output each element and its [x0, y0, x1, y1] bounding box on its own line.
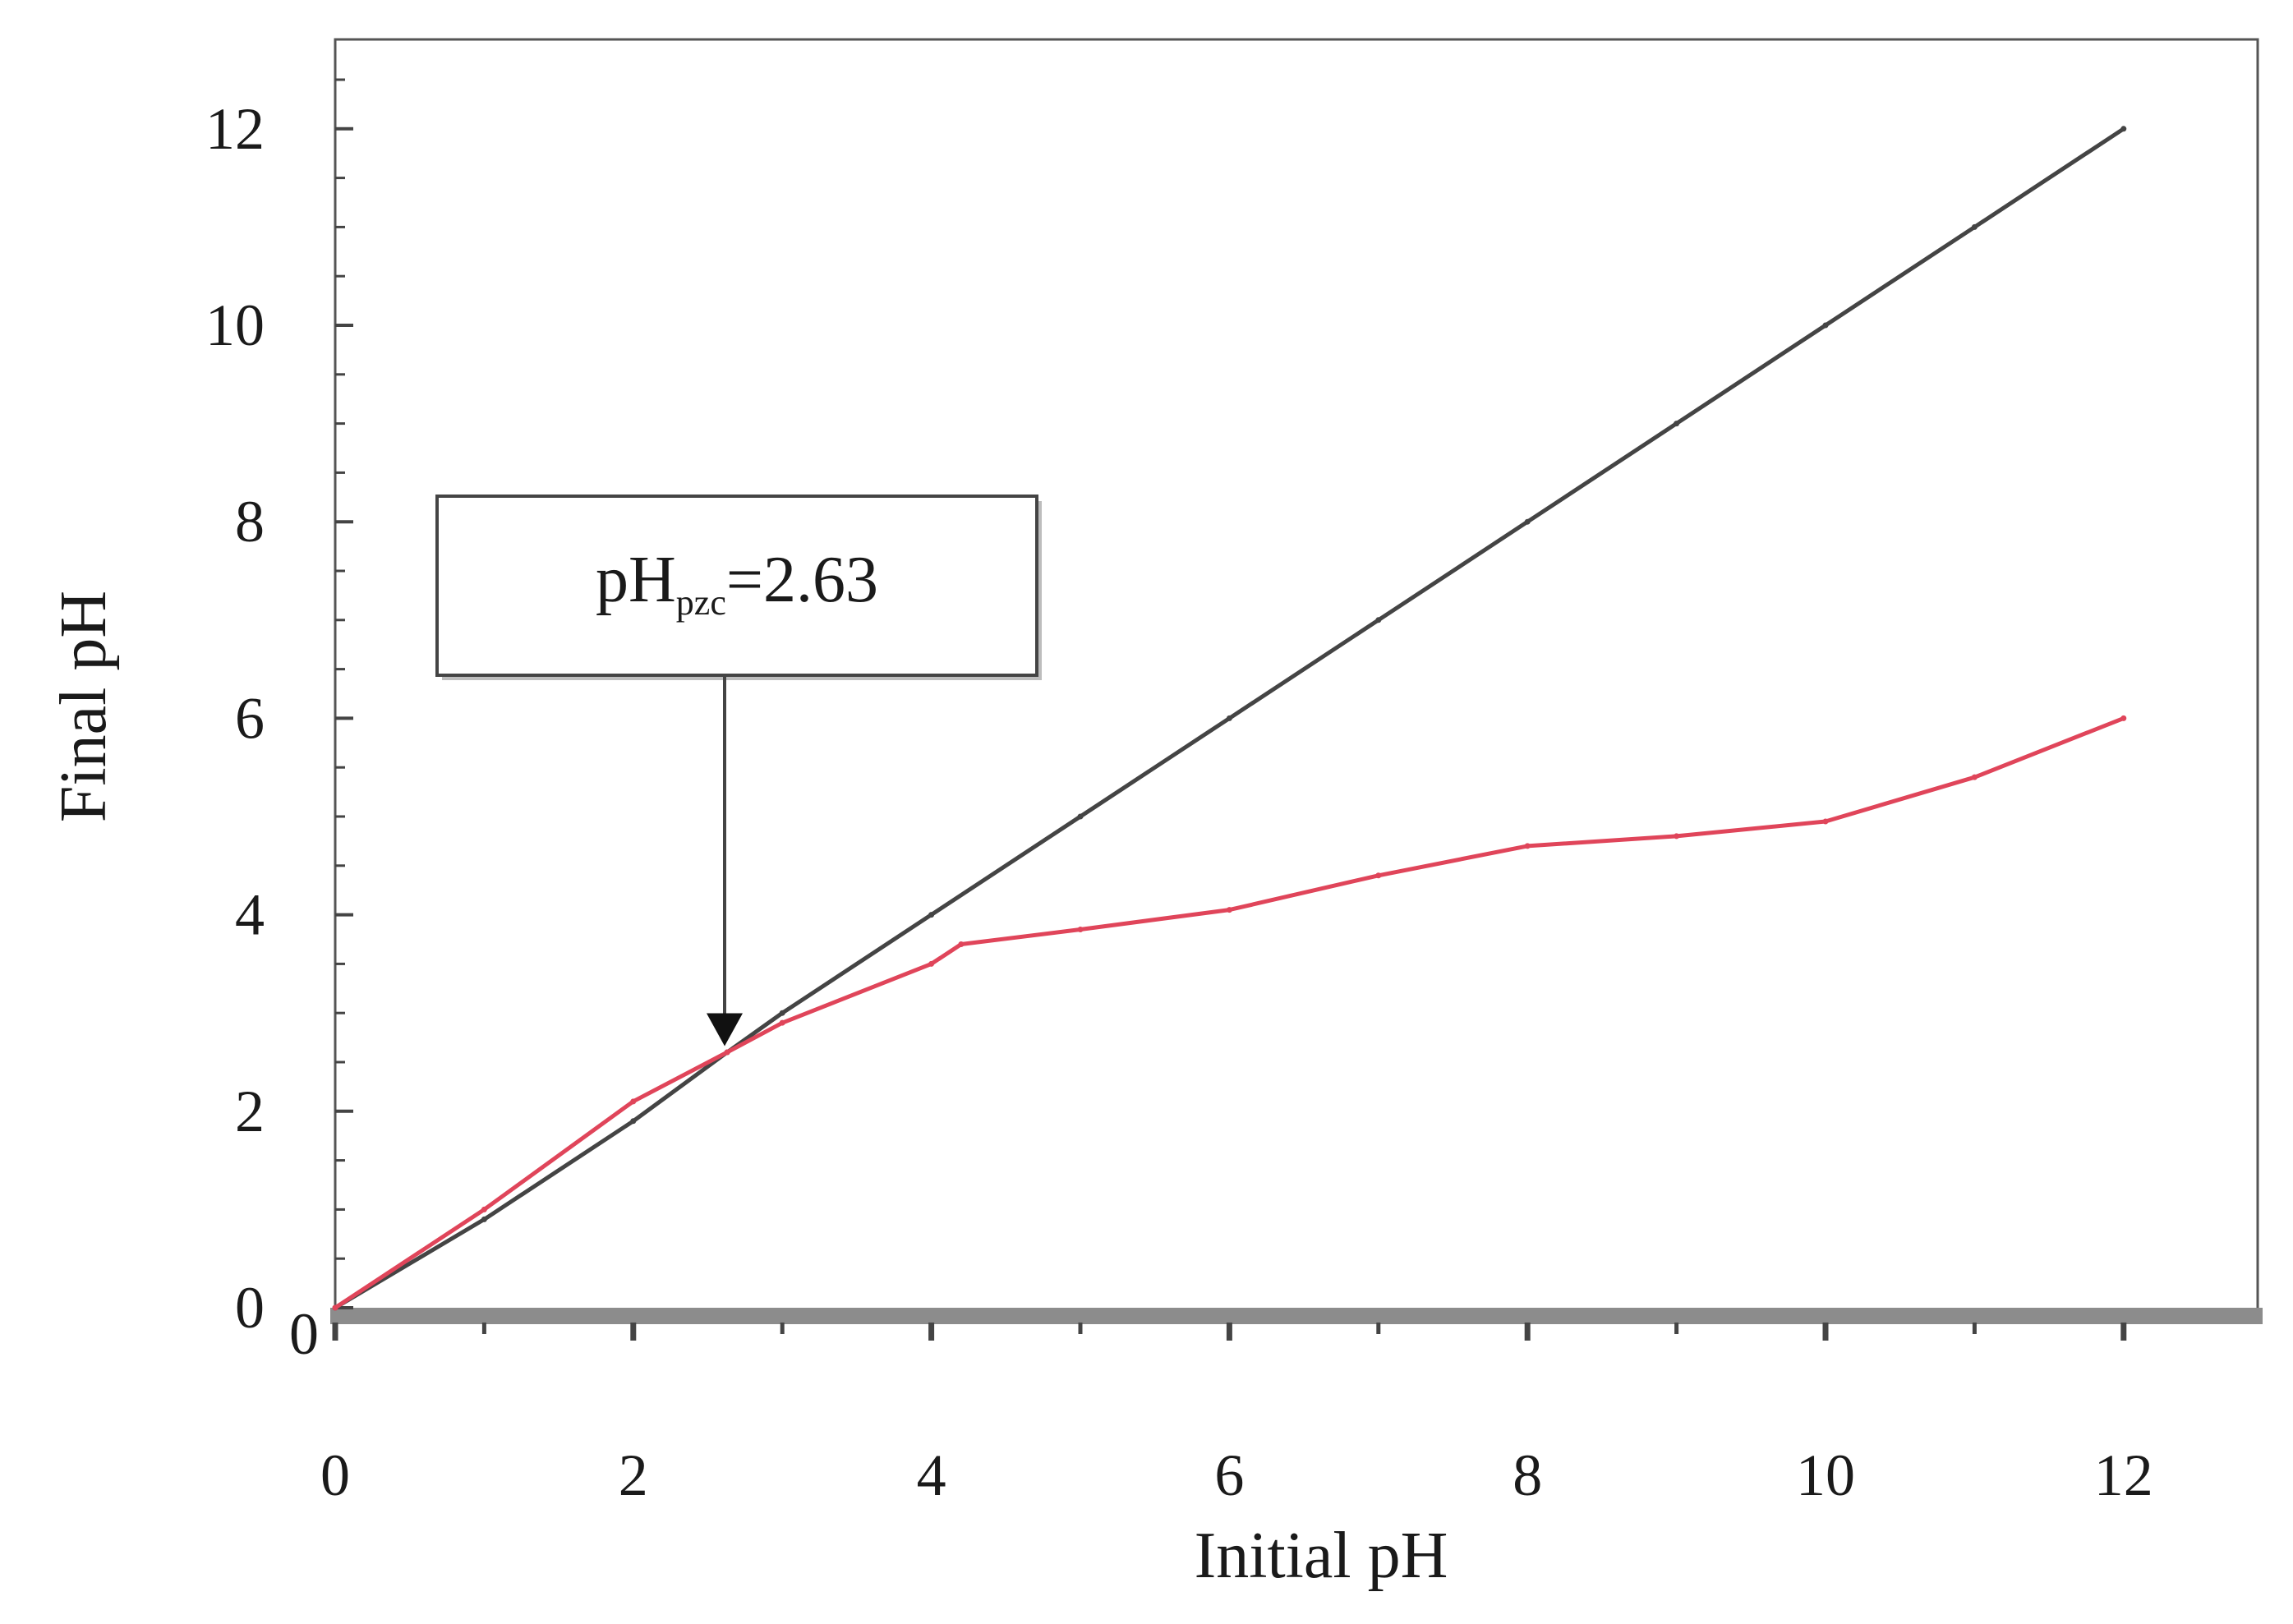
x-tick-label: 10 [1796, 1442, 1855, 1508]
annotation-box [435, 495, 1038, 677]
annotation-base: pH [596, 544, 676, 616]
series-line-1 [333, 127, 2126, 1310]
x-tick-label: 6 [1214, 1442, 1244, 1508]
y-tick-label: 6 [235, 685, 265, 751]
y-tick-label: 10 [205, 292, 265, 358]
annotation-text: pHpzc=2.63 [596, 544, 878, 623]
series-1-point [1822, 322, 1829, 329]
y-tick-label: 8 [235, 489, 265, 554]
x-tick-label: 8 [1513, 1442, 1542, 1508]
series-2-point [724, 1049, 730, 1056]
series-2-point [332, 1304, 338, 1311]
x-axis-title: Initial pH [1195, 1520, 1448, 1592]
y-tick-label: 4 [235, 882, 265, 948]
y-tick-label: 2 [235, 1079, 265, 1144]
series-2-point [1226, 907, 1232, 913]
x-tick-label: 0 [320, 1442, 350, 1508]
series-2-point [630, 1098, 637, 1105]
series-1-point [1524, 518, 1531, 525]
series-1-point [1971, 223, 1978, 230]
series-2-point [2120, 715, 2127, 721]
series-2-point [1971, 774, 1978, 780]
series-1-point [481, 1216, 487, 1222]
series-1-point [1077, 813, 1084, 820]
series-2-point [1674, 833, 1680, 840]
y-axis-title: Final pH [48, 591, 120, 822]
annotation-arrow-head [707, 1013, 743, 1047]
x-axis-bar [330, 1308, 2263, 1324]
series-2-point [1524, 843, 1531, 849]
series-1-point [1674, 421, 1680, 427]
series-2-point [1822, 818, 1829, 825]
series-1-point [2120, 126, 2127, 132]
series-2-point [1375, 872, 1382, 879]
series-1-point [928, 912, 935, 918]
series-2-point [1077, 927, 1084, 933]
series-1-point [1226, 715, 1232, 721]
series-2-point [928, 960, 935, 967]
annotation-subscript: pzc [676, 582, 726, 623]
y-tick-label: 12 [205, 96, 265, 162]
y-tick-label: 0 [235, 1275, 265, 1341]
x-tick-label: 12 [2094, 1442, 2153, 1508]
series-1-point [779, 1010, 785, 1016]
series-1-point [1375, 617, 1382, 623]
x-tick-label: 2 [619, 1442, 648, 1508]
origin-label: 0 [289, 1301, 319, 1367]
series-2-point [958, 941, 965, 947]
series-line-2 [333, 715, 2126, 1310]
x-tick-label: 4 [917, 1442, 946, 1508]
annotation-value: =2.63 [726, 544, 878, 616]
series-1-point [630, 1118, 637, 1125]
series-2-point [481, 1206, 487, 1212]
series-2-point [779, 1019, 785, 1026]
